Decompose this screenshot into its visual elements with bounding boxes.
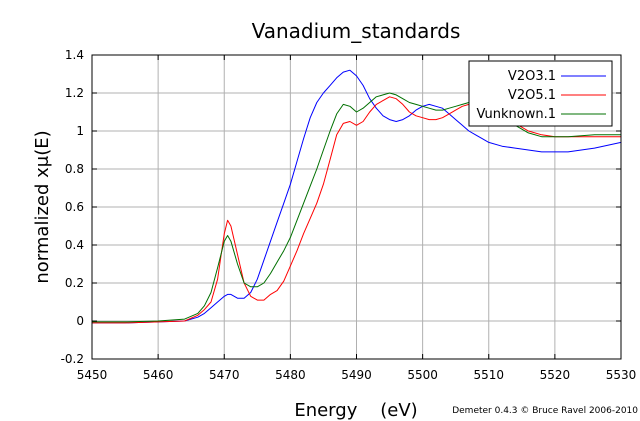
x-tick-label: 5490 — [341, 368, 372, 382]
y-tick-label: 0.2 — [65, 276, 84, 290]
x-tick-label: 5500 — [407, 368, 438, 382]
legend-label: V2O5.1 — [508, 88, 556, 103]
legend-label: Vunknown.1 — [477, 107, 557, 122]
series-line-v2o3-1 — [92, 69, 622, 324]
chart-title: Vanadium_standards — [252, 19, 461, 43]
legend: V2O3.1 V2O5.1 Vunknown.1 — [468, 60, 613, 127]
y-tick-label: 0.4 — [65, 238, 84, 252]
x-tick-label: 5450 — [77, 368, 108, 382]
axis-ticks: 5450 5460 5470 5480 5490 5500 5510 5520 5530 -0.2… — [61, 48, 637, 382]
y-tick-label: 0.8 — [65, 162, 84, 176]
x-tick-label: 5510 — [473, 368, 504, 382]
x-tick-label: 5460 — [143, 368, 174, 382]
legend-box — [468, 60, 613, 127]
y-tick-label: 0 — [76, 314, 84, 328]
y-tick-label: 0.6 — [65, 200, 84, 214]
legend-label: V2O3.1 — [508, 69, 556, 84]
x-tick-label: 5530 — [606, 368, 637, 382]
y-tick-label: 1.4 — [65, 48, 84, 62]
x-tick-label: 5470 — [209, 368, 240, 382]
x-tick-label: 5520 — [540, 368, 571, 382]
y-tick-label: 1 — [76, 124, 84, 138]
y-axis-label: normalized xμ(E) — [32, 130, 53, 283]
x-axis-label: Energy (eV) — [294, 400, 417, 421]
y-tick-label: 1.2 — [65, 86, 84, 100]
credit-text: Demeter 0.4.3 © Bruce Ravel 2006-2010 — [452, 406, 638, 416]
x-tick-label: 5480 — [275, 368, 306, 382]
y-tick-label: -0.2 — [61, 352, 84, 366]
